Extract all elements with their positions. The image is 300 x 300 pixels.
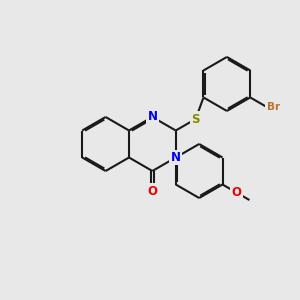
Text: O: O [232,186,242,199]
Text: N: N [171,151,181,164]
Text: Br: Br [267,102,280,112]
Text: N: N [147,110,158,124]
Text: O: O [147,185,158,198]
Text: S: S [191,112,200,125]
